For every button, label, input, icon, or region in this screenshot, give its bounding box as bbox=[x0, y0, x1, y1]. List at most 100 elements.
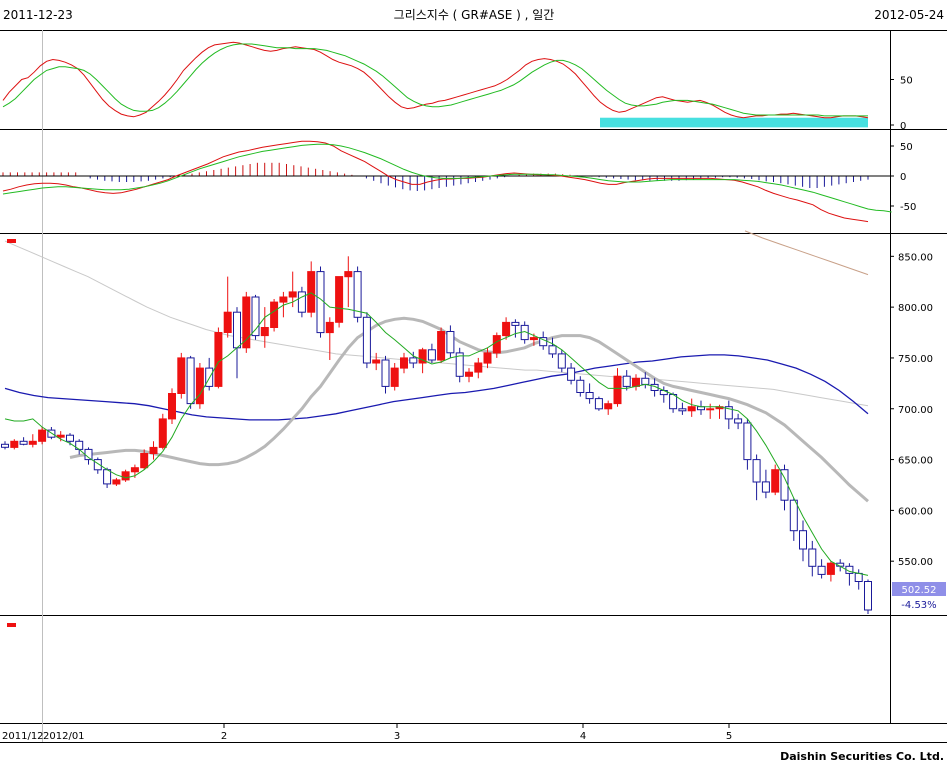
candle-body bbox=[260, 327, 269, 337]
candle-body bbox=[195, 367, 204, 405]
candle-body bbox=[752, 459, 761, 483]
candle-body bbox=[186, 357, 195, 405]
start-date: 2011-12-23 bbox=[3, 8, 73, 22]
candle-body bbox=[557, 353, 566, 369]
candle-body bbox=[56, 434, 65, 438]
price-tick-label: 550.00 bbox=[898, 557, 933, 568]
candle-body bbox=[548, 345, 557, 355]
candle-body bbox=[585, 392, 594, 400]
candle-body bbox=[817, 565, 826, 575]
x-tick-label: 4 bbox=[580, 731, 586, 742]
candle-body bbox=[251, 296, 260, 337]
candle-body bbox=[242, 296, 251, 349]
stoch-shade-band bbox=[600, 117, 868, 128]
last-price-box bbox=[892, 582, 946, 596]
x-tick-label: 5 bbox=[726, 731, 732, 742]
osc-tick-label: 0 bbox=[900, 172, 906, 183]
chart-title: 그리스지수 ( GR#ASE ) , 일간 bbox=[394, 8, 555, 22]
candle-body bbox=[158, 418, 167, 448]
candle-body bbox=[808, 548, 817, 567]
candle-body bbox=[28, 440, 37, 445]
candle-body bbox=[103, 469, 112, 485]
candle-body bbox=[93, 459, 102, 471]
candle-body bbox=[19, 440, 28, 445]
candle-body bbox=[381, 359, 390, 387]
candle-body bbox=[223, 311, 232, 334]
candle-body bbox=[594, 398, 603, 410]
candle-body bbox=[502, 321, 511, 337]
candle-body bbox=[511, 321, 520, 326]
last-change-label: -4.53% bbox=[901, 600, 936, 611]
candle-body bbox=[446, 331, 455, 354]
candle-body bbox=[678, 408, 687, 412]
candle-body bbox=[10, 440, 19, 448]
x-tick-label: 2 bbox=[221, 731, 227, 742]
candle-body bbox=[724, 406, 733, 420]
candle-body bbox=[233, 311, 241, 349]
candle-body bbox=[474, 362, 483, 373]
x-tick-label: 2012/01 bbox=[43, 731, 85, 742]
candle-body bbox=[483, 352, 492, 364]
volume-legend-marker bbox=[7, 623, 16, 627]
ma5-line bbox=[4, 292, 869, 576]
osc-signal-line bbox=[2, 143, 892, 213]
candle-body bbox=[437, 331, 446, 361]
candle-body bbox=[140, 453, 149, 469]
candle-body bbox=[288, 291, 297, 298]
candle-body bbox=[761, 481, 770, 493]
oscillator-panel: 50 0 -50 bbox=[0, 140, 916, 223]
ma20-line bbox=[69, 316, 869, 503]
footer-brand: Daishin Securities Co. Ltd. bbox=[780, 750, 944, 763]
candle-body bbox=[390, 367, 399, 387]
price-tick-label: 650.00 bbox=[898, 456, 933, 467]
candle-body bbox=[344, 271, 353, 278]
x-tick-label: 3 bbox=[394, 731, 400, 742]
candle-body bbox=[307, 271, 316, 313]
candle-body bbox=[854, 572, 863, 583]
candle-body bbox=[576, 379, 585, 393]
candle-body bbox=[400, 357, 408, 369]
ma60-line bbox=[4, 354, 869, 421]
osc-tick-label: -50 bbox=[900, 202, 916, 213]
candle-body bbox=[66, 434, 74, 442]
candle-body bbox=[826, 562, 835, 575]
candle-body bbox=[771, 469, 780, 493]
candle-body bbox=[270, 301, 279, 329]
candle-body bbox=[799, 530, 807, 550]
candle-body bbox=[567, 367, 576, 381]
price-tick-label: 700.00 bbox=[898, 405, 933, 416]
candle-body bbox=[455, 352, 464, 377]
candle-body bbox=[177, 357, 186, 394]
candle-body bbox=[622, 375, 631, 387]
candle-body bbox=[205, 367, 214, 387]
price-legend-marker bbox=[7, 239, 16, 243]
end-date: 2012-05-24 bbox=[874, 8, 944, 22]
stoch-tick-label: 0 bbox=[900, 121, 906, 132]
candle-body bbox=[641, 377, 650, 385]
candle-body bbox=[38, 429, 47, 442]
candle-body bbox=[613, 375, 622, 405]
candle-body bbox=[297, 291, 306, 313]
candle-body bbox=[372, 359, 381, 364]
ma240-line bbox=[744, 230, 869, 276]
candle-body bbox=[789, 499, 798, 532]
candle-body bbox=[112, 479, 121, 485]
stoch-d-line bbox=[2, 43, 868, 117]
panel-frames bbox=[0, 30, 947, 743]
candle-body bbox=[121, 471, 130, 481]
price-panel: 850.00 800.00 750.00 700.00 650.00 600.00 550.… bbox=[1, 230, 933, 614]
candle-body bbox=[279, 296, 288, 303]
candle-body bbox=[1, 443, 9, 448]
axis-labels: 2011/12 2012/01 2 3 4 5 bbox=[2, 723, 732, 742]
candle-body bbox=[409, 357, 418, 364]
candle-body bbox=[734, 418, 743, 424]
osc-tick-label: 50 bbox=[900, 142, 913, 153]
candle-body bbox=[168, 393, 176, 420]
candle-body bbox=[706, 408, 715, 411]
candle-body bbox=[130, 467, 139, 473]
candle-body bbox=[529, 337, 538, 341]
price-tick-label: 600.00 bbox=[898, 506, 933, 517]
candle-body bbox=[418, 349, 427, 364]
